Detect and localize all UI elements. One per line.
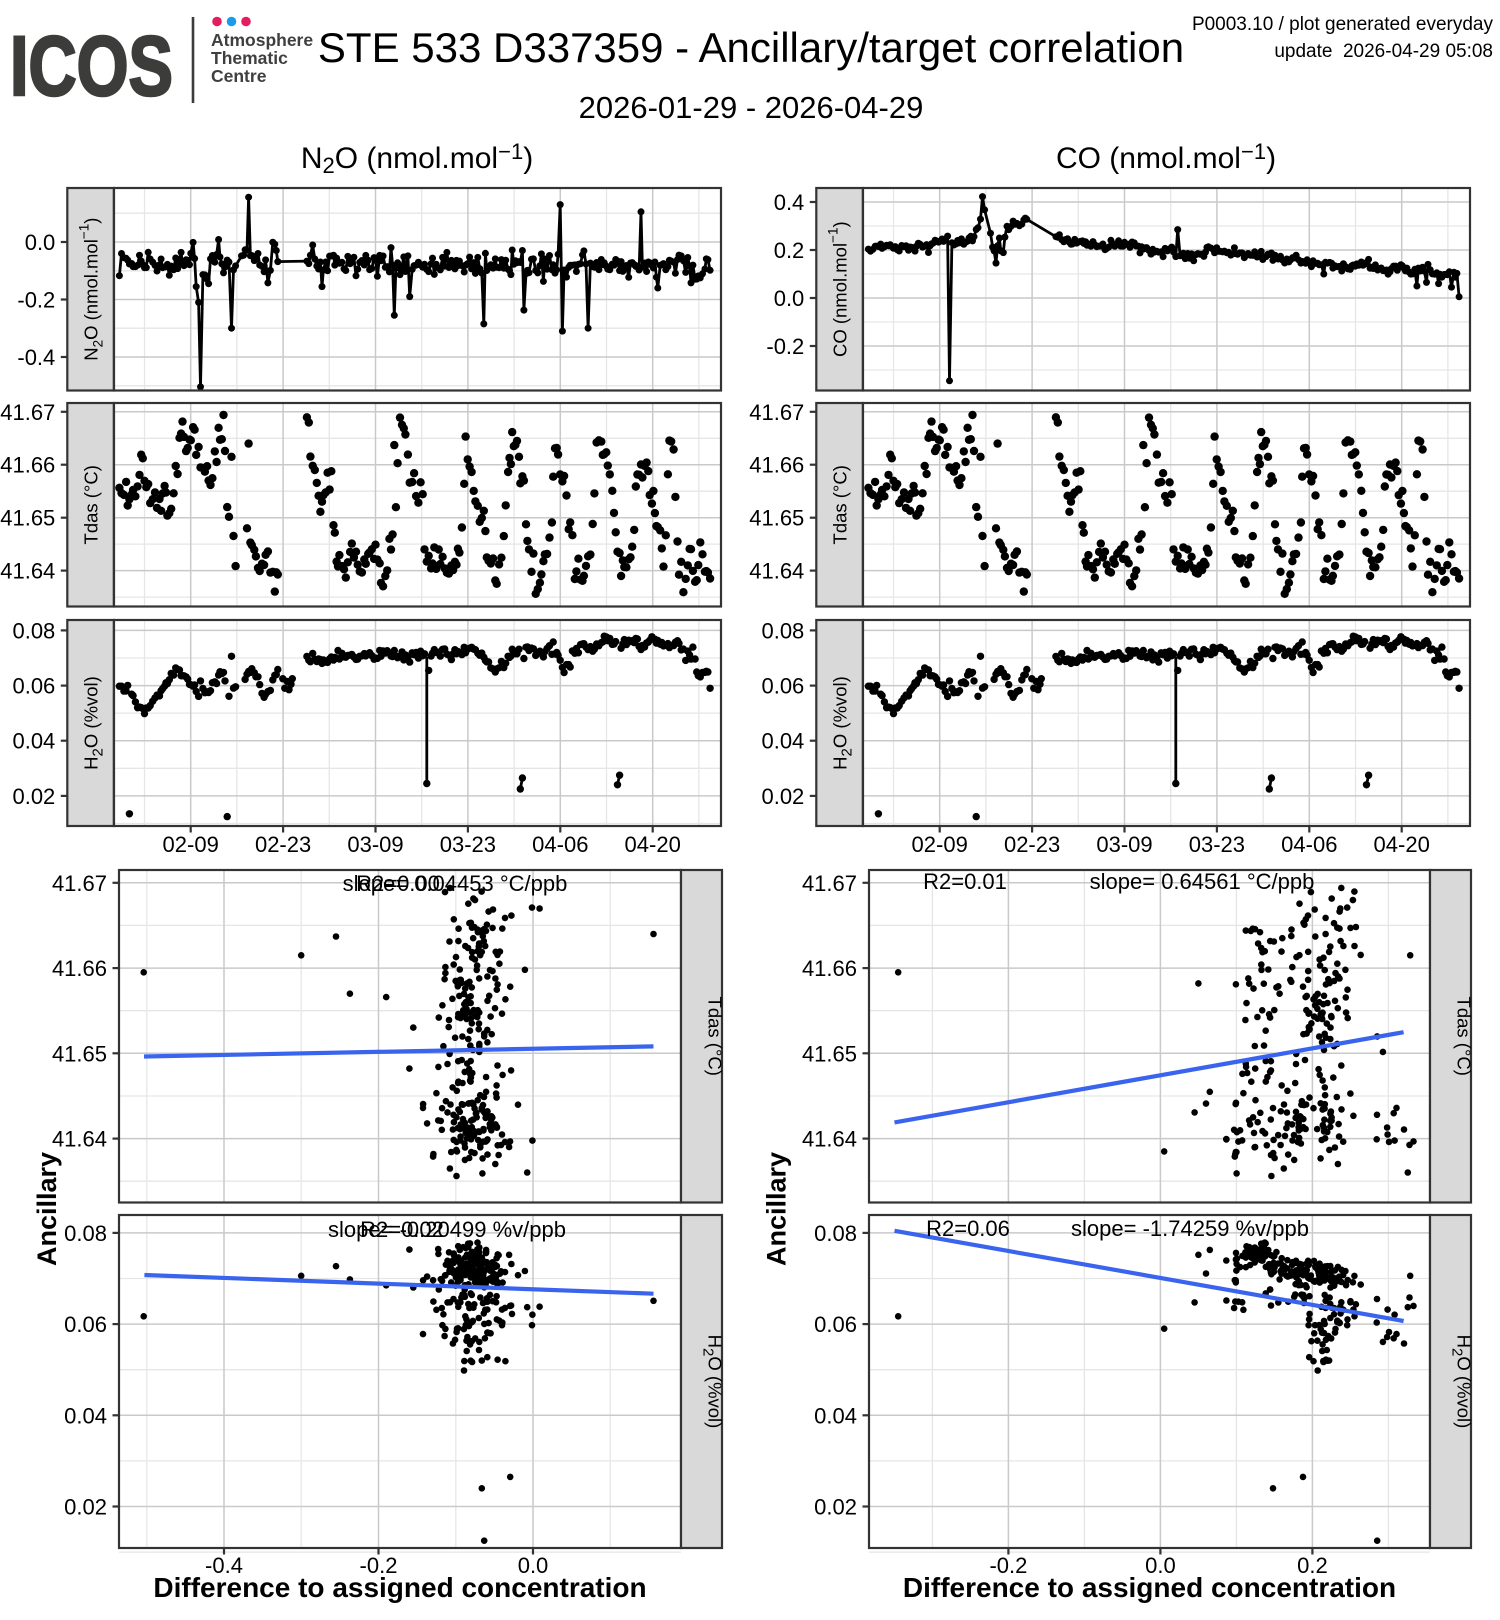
svg-text:Atmosphere: Atmosphere	[211, 30, 313, 50]
svg-text:03-23: 03-23	[440, 832, 496, 857]
svg-text:R2=0.06: R2=0.06	[926, 1216, 1010, 1241]
svg-text:0.04: 0.04	[761, 729, 804, 754]
svg-text:41.65: 41.65	[52, 1041, 107, 1066]
svg-text:P0003.10 / plot generated ever: P0003.10 / plot generated everyday	[1192, 14, 1494, 35]
svg-text:ICOS: ICOS	[10, 19, 173, 113]
svg-text:0.04: 0.04	[814, 1403, 857, 1428]
svg-text:02-09: 02-09	[163, 832, 219, 857]
svg-text:CO (nmol.mol−1): CO (nmol.mol−1)	[1056, 139, 1276, 175]
svg-text:Difference to assigned concent: Difference to assigned concentration	[153, 1572, 646, 1603]
svg-text:41.66: 41.66	[52, 956, 107, 981]
svg-text:0.02: 0.02	[12, 784, 55, 809]
svg-text:0.06: 0.06	[64, 1312, 107, 1337]
svg-text:03-23: 03-23	[1189, 832, 1245, 857]
svg-text:slope= -1.74259 %v/ppb: slope= -1.74259 %v/ppb	[1071, 1216, 1309, 1241]
svg-text:N2O (nmol.mol−1): N2O (nmol.mol−1)	[301, 139, 533, 178]
svg-text:04-06: 04-06	[1281, 832, 1337, 857]
svg-text:Centre: Centre	[211, 66, 267, 86]
svg-text:-0.2: -0.2	[766, 334, 804, 359]
svg-text:0.02: 0.02	[64, 1495, 107, 1520]
svg-text:update 2026-04-29 05:08: update 2026-04-29 05:08	[1274, 41, 1493, 62]
svg-text:41.67: 41.67	[52, 871, 107, 896]
svg-text:-0.2: -0.2	[989, 1553, 1027, 1578]
svg-text:0.06: 0.06	[761, 674, 804, 699]
svg-text:03-09: 03-09	[347, 832, 403, 857]
svg-text:04-20: 04-20	[1374, 832, 1430, 857]
svg-text:0.08: 0.08	[12, 618, 55, 643]
svg-text:-0.4: -0.4	[205, 1553, 243, 1578]
svg-text:-0.2: -0.2	[17, 288, 55, 313]
svg-text:Tdas (°C): Tdas (°C)	[830, 465, 851, 544]
svg-text:Ancillary: Ancillary	[32, 1152, 62, 1266]
svg-text:41.64: 41.64	[0, 559, 55, 584]
svg-text:R2=0.00: R2=0.00	[356, 871, 440, 896]
svg-text:0.08: 0.08	[761, 618, 804, 643]
svg-text:slope= -0.20499 %v/ppb: slope= -0.20499 %v/ppb	[328, 1217, 566, 1242]
svg-text:0.06: 0.06	[12, 674, 55, 699]
svg-text:slope= 0.64561 °C/ppb: slope= 0.64561 °C/ppb	[1090, 869, 1315, 894]
svg-text:04-06: 04-06	[532, 832, 588, 857]
svg-text:0.08: 0.08	[64, 1221, 107, 1246]
svg-text:41.64: 41.64	[802, 1127, 857, 1152]
svg-text:0.2: 0.2	[1297, 1553, 1328, 1578]
svg-text:Thematic: Thematic	[211, 48, 288, 68]
svg-text:41.65: 41.65	[0, 506, 55, 531]
svg-text:0.0: 0.0	[25, 230, 56, 255]
svg-text:CO (nmol.mol−1): CO (nmol.mol−1)	[826, 221, 851, 357]
svg-text:41.66: 41.66	[0, 453, 55, 478]
svg-text:04-20: 04-20	[625, 832, 681, 857]
svg-text:2026-01-29 - 2026-04-29: 2026-01-29 - 2026-04-29	[579, 90, 924, 125]
svg-text:-0.4: -0.4	[17, 345, 55, 370]
svg-text:02-09: 02-09	[912, 832, 968, 857]
svg-text:41.67: 41.67	[802, 871, 857, 896]
svg-text:Difference to assigned concent: Difference to assigned concentration	[903, 1572, 1396, 1603]
svg-text:STE 533 D337359 - Ancillary/ta: STE 533 D337359 - Ancillary/target corre…	[318, 24, 1184, 71]
svg-text:-0.2: -0.2	[360, 1553, 398, 1578]
svg-text:41.64: 41.64	[52, 1127, 107, 1152]
svg-text:Tdas (°C): Tdas (°C)	[1454, 997, 1475, 1076]
svg-text:R2=0.02: R2=0.02	[360, 1217, 444, 1242]
svg-text:41.65: 41.65	[802, 1041, 857, 1066]
svg-text:0.04: 0.04	[12, 729, 55, 754]
svg-text:Tdas (°C): Tdas (°C)	[705, 997, 726, 1076]
svg-text:02-23: 02-23	[255, 832, 311, 857]
svg-text:41.66: 41.66	[802, 956, 857, 981]
svg-text:R2=0.01: R2=0.01	[923, 869, 1007, 894]
svg-text:Ancillary: Ancillary	[762, 1152, 792, 1266]
svg-text:41.66: 41.66	[749, 453, 804, 478]
svg-text:0.0: 0.0	[518, 1553, 549, 1578]
svg-text:slope= 0.04453 °C/ppb: slope= 0.04453 °C/ppb	[343, 871, 568, 896]
svg-text:03-09: 03-09	[1096, 832, 1152, 857]
svg-text:0.08: 0.08	[814, 1221, 857, 1246]
svg-text:N2O (nmol.mol−1): N2O (nmol.mol−1)	[77, 218, 106, 361]
svg-text:41.67: 41.67	[0, 400, 55, 425]
svg-text:02-23: 02-23	[1004, 832, 1060, 857]
svg-text:0.0: 0.0	[1145, 1553, 1176, 1578]
svg-text:0.0: 0.0	[774, 286, 805, 311]
svg-text:Tdas (°C): Tdas (°C)	[81, 465, 102, 544]
svg-text:0.4: 0.4	[774, 190, 805, 215]
svg-text:41.64: 41.64	[749, 559, 804, 584]
svg-text:41.67: 41.67	[749, 400, 804, 425]
svg-text:41.65: 41.65	[749, 506, 804, 531]
svg-text:0.02: 0.02	[814, 1495, 857, 1520]
svg-text:0.04: 0.04	[64, 1403, 107, 1428]
svg-text:0.06: 0.06	[814, 1312, 857, 1337]
svg-text:0.02: 0.02	[761, 784, 804, 809]
svg-text:0.2: 0.2	[774, 238, 805, 263]
